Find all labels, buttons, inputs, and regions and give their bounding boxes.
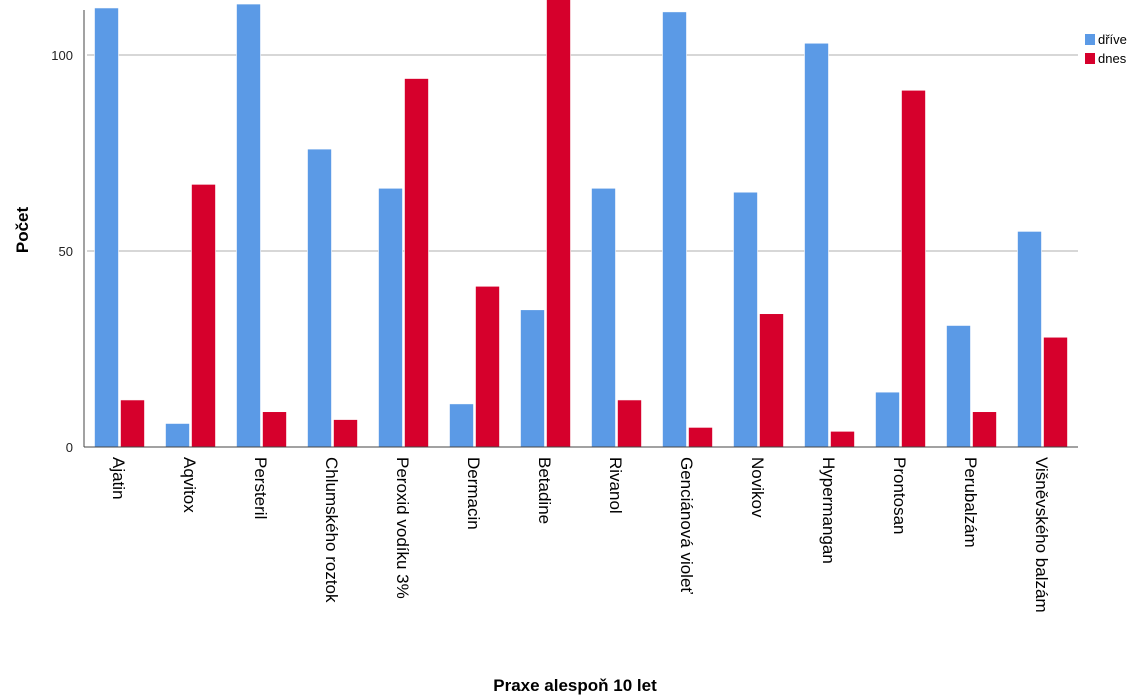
bar-drive [307,148,332,448]
x-tick-label: Hypermangan [819,457,838,564]
bar-dnes [617,399,642,448]
bar-drive [449,403,474,448]
bar-drive [1017,231,1042,448]
bar-drive [165,423,190,448]
bar-drive [662,11,687,448]
y-axis-title: Počet [13,207,32,254]
bar-drive [591,187,616,448]
bar-dnes [262,411,287,448]
x-tick-label: Dermacin [464,457,483,530]
bar-dnes [972,411,997,448]
y-tick-labels: 050100150200 [51,48,73,455]
x-tick-label: Persteril [251,457,270,519]
bars [94,0,1068,448]
x-tick-label: Peroxid vodíku 3% [393,457,412,599]
axes [83,10,1078,448]
legend: dříve dnes [1085,32,1127,66]
x-tick-label: Prontosan [890,457,909,535]
bar-drive [520,309,545,448]
y-tick-label: 100 [51,48,73,63]
x-tick-label: Ajatin [109,457,128,500]
bar-drive [804,42,829,448]
bar-dnes [546,0,571,448]
bar-dnes [830,431,855,448]
bar-drive [875,391,900,448]
x-tick-labels: Ajatin Aqvitox Persteril Chlumského roztok P… [109,457,1051,613]
bar-dnes [475,285,500,448]
bar-dnes [120,399,145,448]
legend-swatch [1085,53,1095,64]
x-axis-title: Praxe alespoň 10 let [493,676,657,695]
bar-dnes [404,78,429,448]
bar-drive [733,191,758,448]
x-tick-label: Chlumského roztok [322,457,341,603]
bar-dnes [901,89,926,448]
x-tick-label: Perubalzám [961,457,980,548]
x-tick-label: Višněvského balzám [1032,457,1051,613]
y-tick-label: 50 [59,244,73,259]
x-tick-label: Novikov [748,457,767,518]
legend-swatch [1085,34,1095,45]
legend-label: dříve [1098,32,1127,47]
bar-drive [946,325,971,448]
bar-dnes [191,184,216,448]
bar-drive [236,3,261,448]
y-tick-label: 0 [66,440,73,455]
bar-drive [94,7,119,448]
bar-drive [378,187,403,448]
bar-dnes [688,427,713,448]
gridlines [87,54,1078,252]
x-tick-label: Betadine [535,457,554,524]
x-tick-label: Aqvitox [180,457,199,513]
x-tick-label: Genciánová violeť [677,457,696,594]
bar-dnes [759,313,784,448]
bar-dnes [333,419,358,448]
bar-dnes [1043,336,1068,448]
x-tick-label: Rivanol [606,457,625,514]
legend-label: dnes [1098,51,1127,66]
